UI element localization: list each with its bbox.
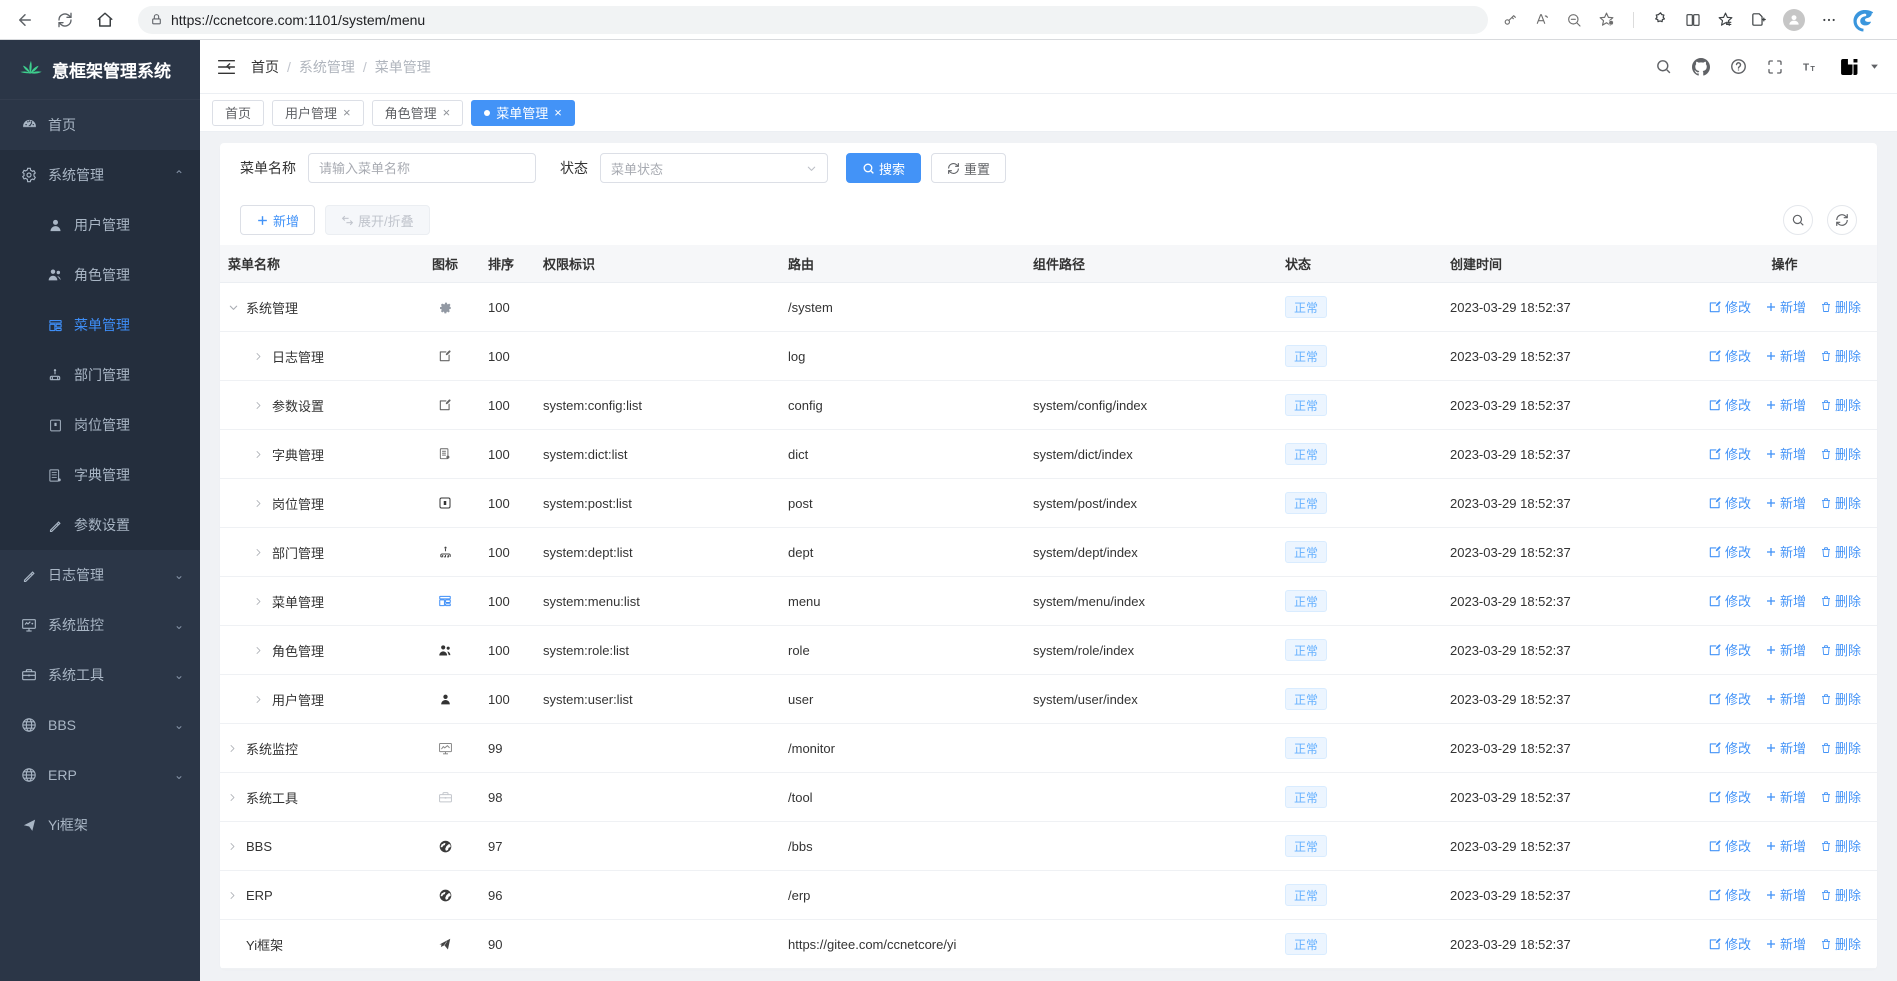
svg-text:T: T <box>1810 64 1815 73</box>
svg-text:T: T <box>1803 62 1809 73</box>
